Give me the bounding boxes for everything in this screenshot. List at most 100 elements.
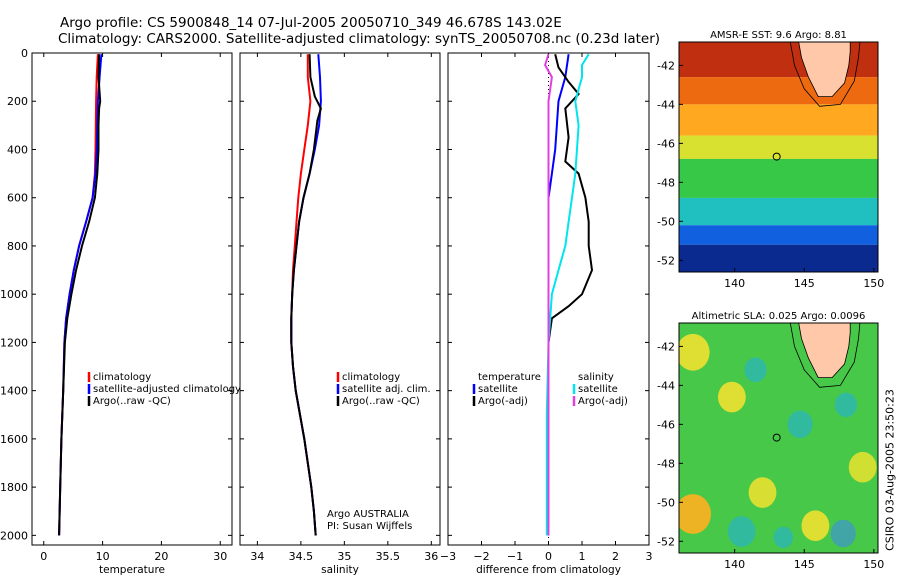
sst_map-shelf-contour <box>789 42 861 107</box>
salinity-legend-label: climatology <box>342 372 400 383</box>
salinity-xlabel: salinity <box>321 564 359 576</box>
difference-xtick-label: −1 <box>507 550 523 563</box>
depth-tick-label: 1600 <box>0 433 28 446</box>
sla_map-anomaly-blob <box>717 381 746 413</box>
salinity-xtick-label: 36 <box>424 550 438 563</box>
sst_map-ytick-label: -48 <box>657 176 675 189</box>
difference-legend-label: Argo(-adj) <box>578 396 628 407</box>
sst_map-ytick-label: -42 <box>657 59 675 72</box>
sst_map-ytick-label: -52 <box>657 254 675 267</box>
difference-xtick-label: −3 <box>440 550 456 563</box>
sla_map-ytick-label: -42 <box>657 340 675 353</box>
salinity-xtick-label: 34.5 <box>289 550 314 563</box>
difference-xtick-label: 3 <box>646 550 653 563</box>
difference-xtick-label: 0 <box>545 550 552 563</box>
sla_map-ytick-label: -50 <box>657 496 675 509</box>
salinity-annotation-line1: Argo AUSTRALIA <box>327 509 409 520</box>
sst_map-frame <box>678 41 879 273</box>
depth-tick-label: 2000 <box>0 529 28 542</box>
sst_map-ytick-label: -50 <box>657 215 675 228</box>
temperature-xlabel: temperature <box>99 564 165 576</box>
salinity-xtick-label: 35.5 <box>376 550 401 563</box>
difference-series-line <box>547 53 594 536</box>
sla_map-anomaly-blob <box>748 477 777 508</box>
sst_map-xtick-label: 140 <box>724 277 745 290</box>
temperature-legend-label: climatology <box>93 372 151 383</box>
difference-legend-label: satellite <box>478 384 518 395</box>
sla_map-anomaly-blob <box>801 510 830 542</box>
temperature-series-line <box>58 54 102 536</box>
sla_map-float-marker <box>772 433 781 442</box>
depth-tick-label: 1400 <box>0 385 28 398</box>
depth-tick-label: 400 <box>7 143 28 156</box>
sla_map-xtick-label: 150 <box>863 558 884 571</box>
depth-tick-label: 200 <box>7 95 28 108</box>
sst_map-xtick-label: 150 <box>863 277 884 290</box>
sla_map-ytick-label: -44 <box>657 379 675 392</box>
temperature-legend-label: Argo(..raw -QC) <box>93 396 171 407</box>
temperature-xtick-label: 10 <box>96 550 110 563</box>
difference-legend-label: salinity <box>578 372 614 383</box>
salinity-legend-label: Argo(..raw -QC) <box>342 396 420 407</box>
temperature-xtick-label: 30 <box>213 550 227 563</box>
salinity-xtick-label: 35 <box>337 550 351 563</box>
sla_map-anomaly-blob <box>848 451 877 483</box>
sla_map-tasmania-land <box>798 323 851 379</box>
difference-series-line <box>544 53 553 536</box>
sla_map-field <box>679 323 878 553</box>
temperature-legend-label: satellite-adjusted climatology <box>93 384 241 395</box>
temperature-panel: 0 10 20 30 0 200 400 600 800 1000 1200 1400 1600 1800… <box>0 47 241 576</box>
figure-title-line1: Argo profile: CS 5900848_14 07-Jul-2005 … <box>60 15 562 31</box>
sla_map-ytick-label: -48 <box>657 457 675 470</box>
sla_map-ytick-label: -46 <box>657 418 675 431</box>
sla_map-title: Altimetric SLA: 0.025 Argo: 0.0096 <box>692 311 866 322</box>
depth-tick-label: 1000 <box>0 288 28 301</box>
sla_map-shelf-contour <box>789 323 861 388</box>
salinity-panel: 34 34.5 35 35.5 36 salinity climatologysatelli… <box>239 52 441 576</box>
sst_map-color-band <box>679 104 878 136</box>
sla_map-ytick-label: -52 <box>657 535 675 548</box>
sla_map-anomaly-blob <box>787 410 813 439</box>
sst_map-tasmania-land <box>798 42 851 97</box>
difference-xtick-label: 1 <box>579 550 586 563</box>
depth-tick-label: 600 <box>7 192 28 205</box>
sst_map-ytick-label: -46 <box>657 137 675 150</box>
difference-xtick-label: −2 <box>473 550 489 563</box>
sst_map-color-band <box>679 158 878 198</box>
salinity-annotation-line2: PI: Susan Wijffels <box>327 521 412 532</box>
difference-panel: −3 −2 −1 0 1 2 3 difference from climatology tem… <box>440 52 653 576</box>
depth-tick-label: 800 <box>7 240 28 253</box>
sst_map-field <box>679 42 878 272</box>
sst_map-color-band <box>679 135 878 159</box>
sla_map-anomaly-blob <box>679 333 710 371</box>
sla_map-anomaly-blob <box>727 516 756 547</box>
sla_map-anomaly-blob <box>744 357 767 383</box>
sla_map-frame <box>678 322 879 554</box>
depth-tick-label: 0 <box>21 47 28 60</box>
sla_map-anomaly-blob <box>773 526 794 549</box>
sst-map-panel: AMSR-E SST: 9.6 Argo: 8.81 140 145 150 -42 -4… <box>657 30 884 290</box>
sst_map-xtick-label: 145 <box>794 277 815 290</box>
difference-legend-label: Argo(-adj) <box>478 396 528 407</box>
sla_map-xtick-label: 145 <box>794 558 815 571</box>
sst_map-ytick-label: -44 <box>657 98 675 111</box>
temperature-xtick-label: 0 <box>40 550 47 563</box>
difference-xtick-label: 2 <box>612 550 619 563</box>
sst_map-float-marker <box>772 152 781 161</box>
sla-map-panel: Altimetric SLA: 0.025 Argo: 0.0096 140 145… <box>657 311 884 571</box>
sla_map-anomaly-blob <box>679 494 712 534</box>
temperature-axes-frame <box>31 52 233 546</box>
depth-tick-label: 1800 <box>0 481 28 494</box>
salinity-series-line <box>290 54 322 536</box>
difference-xlabel: difference from climatology <box>476 564 621 576</box>
depth-tick-label: 1200 <box>0 336 28 349</box>
difference-legend-label: temperature <box>478 372 541 383</box>
salinity-legend-label: satellite adj. clim. <box>342 384 431 395</box>
difference-legend-label: satellite <box>578 384 618 395</box>
sst_map-color-band <box>679 197 878 226</box>
sst_map-color-band <box>679 225 878 245</box>
salinity-xtick-label: 34 <box>250 550 264 563</box>
sla_map-xtick-label: 140 <box>724 558 745 571</box>
sst_map-title: AMSR-E SST: 9.6 Argo: 8.81 <box>710 30 847 41</box>
